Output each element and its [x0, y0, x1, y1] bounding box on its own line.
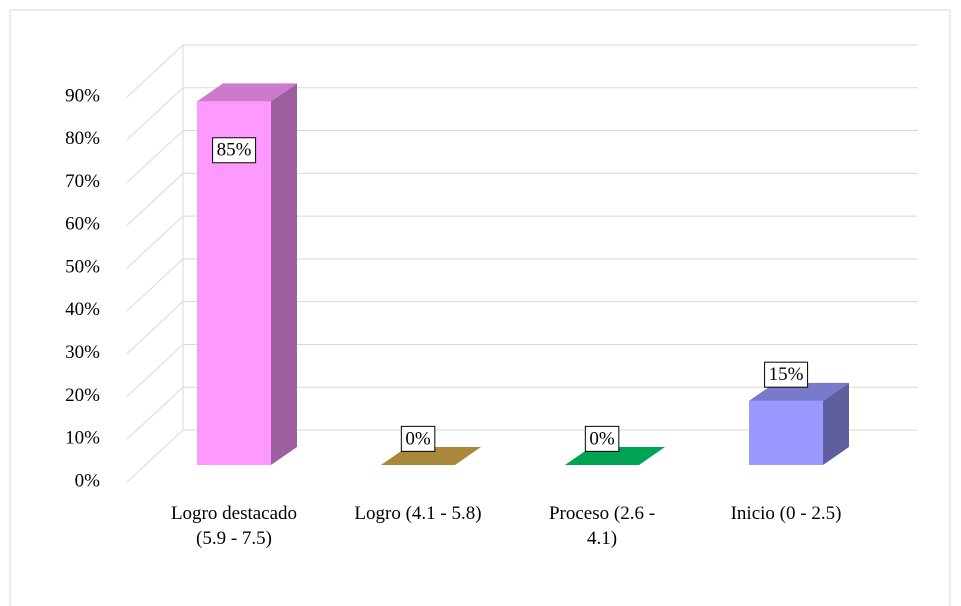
y-tick-label: 50% — [65, 256, 100, 277]
x-tick-line: Inicio (0 - 2.5) — [731, 503, 842, 524]
data-label: 15% — [769, 364, 804, 385]
bar-side — [823, 382, 849, 465]
x-tick-line: Logro (4.1 - 5.8) — [354, 503, 481, 524]
bar-front — [749, 400, 823, 465]
y-tick-label: 20% — [65, 385, 100, 406]
y-tick-label: 80% — [65, 128, 100, 149]
y-tick-label: 60% — [65, 214, 100, 235]
grid-line — [126, 87, 184, 141]
x-tick-label: Logro (4.1 - 5.8) — [354, 503, 481, 524]
data-label-box — [584, 425, 620, 452]
grid-line — [126, 429, 184, 483]
grid-line — [126, 386, 184, 440]
grid-line — [126, 344, 184, 397]
grid-line — [126, 172, 184, 226]
chart-border — [9, 9, 951, 606]
data-label: 0% — [405, 428, 431, 449]
data-label-box — [400, 425, 436, 452]
grid-line — [126, 215, 184, 269]
data-label-box — [764, 361, 809, 388]
bar-front — [197, 101, 271, 465]
data-label-box — [212, 137, 257, 164]
grid-line — [126, 44, 184, 98]
grid-line — [126, 301, 184, 355]
x-tick-line: 4.1) — [587, 528, 617, 549]
y-tick-label: 10% — [65, 428, 100, 449]
grid-line — [126, 130, 184, 183]
bar-top — [197, 83, 297, 102]
y-tick-label: 0% — [75, 470, 101, 491]
data-label: 85% — [217, 140, 252, 161]
x-tick-line: Logro destacado — [171, 503, 297, 524]
x-tick-line: (5.9 - 7.5) — [196, 528, 272, 549]
y-tick-label: 40% — [65, 299, 100, 320]
bar-side — [271, 83, 297, 465]
x-tick-label: Inicio (0 - 2.5) — [731, 503, 842, 524]
y-tick-label: 70% — [65, 171, 100, 192]
y-tick-label: 90% — [65, 85, 100, 106]
data-label: 0% — [589, 428, 615, 449]
x-tick-label: Proceso (2.6 - 4.1) — [549, 503, 655, 549]
y-tick-label: 30% — [65, 342, 100, 363]
bar — [197, 83, 297, 465]
x-tick-line: Proceso (2.6 - — [549, 503, 655, 524]
grid-line — [126, 258, 184, 312]
bar — [749, 382, 849, 465]
x-tick-label: Logro destacado (5.9 - 7.5) — [171, 503, 297, 549]
